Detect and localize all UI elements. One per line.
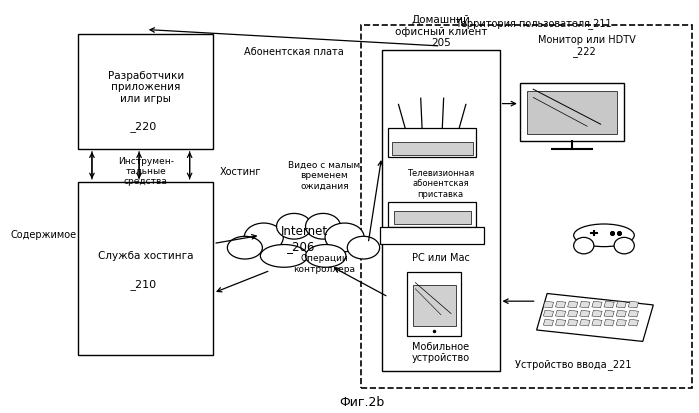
Bar <box>556 319 565 326</box>
Bar <box>391 142 473 155</box>
Bar <box>568 310 578 317</box>
Bar <box>628 319 638 326</box>
Text: Территория пользователя ̲211: Территория пользователя ̲211 <box>455 18 612 29</box>
Text: Монитор или HDTV
̲222: Монитор или HDTV ̲222 <box>538 35 636 57</box>
Text: Абонентская плата: Абонентская плата <box>244 47 344 57</box>
Text: Мобильное
устройство: Мобильное устройство <box>412 342 470 363</box>
Bar <box>616 310 626 317</box>
Ellipse shape <box>305 214 340 239</box>
Text: Инструмен-
тальные
средства: Инструмен- тальные средства <box>118 157 174 186</box>
Ellipse shape <box>244 223 283 252</box>
Bar <box>628 310 638 317</box>
Text: ̲220: ̲220 <box>135 121 157 132</box>
Bar <box>526 91 617 135</box>
Bar <box>389 202 476 227</box>
Bar <box>616 301 626 308</box>
Bar <box>412 285 456 326</box>
Bar <box>592 319 602 326</box>
Bar <box>394 211 470 224</box>
Bar <box>382 50 500 371</box>
Ellipse shape <box>325 223 364 252</box>
Bar <box>556 301 565 308</box>
Text: Операции
контроллера: Операции контроллера <box>294 254 355 274</box>
Text: ̲210: ̲210 <box>136 279 157 290</box>
Bar <box>616 319 626 326</box>
Ellipse shape <box>260 244 308 267</box>
Bar <box>556 310 565 317</box>
Text: Разработчики
приложения
или игры: Разработчики приложения или игры <box>108 71 184 104</box>
Ellipse shape <box>347 236 380 259</box>
Text: Хостинг: Хостинг <box>220 166 261 176</box>
Bar <box>579 310 590 317</box>
Bar <box>78 33 213 149</box>
Bar <box>543 310 554 317</box>
Bar <box>380 227 484 244</box>
Text: Internet
̲206: Internet ̲206 <box>280 225 328 254</box>
Text: Телевизионная
абонентская
приставка: Телевизионная абонентская приставка <box>407 169 474 199</box>
Bar <box>568 301 578 308</box>
Text: Содержимое: Содержимое <box>11 230 77 240</box>
Bar <box>604 310 614 317</box>
Text: Устройство ввода  ̲221: Устройство ввода ̲221 <box>515 360 632 370</box>
Text: Служба хостинга: Служба хостинга <box>98 251 194 261</box>
Ellipse shape <box>614 237 634 254</box>
Text: Фиг.2b: Фиг.2b <box>339 396 384 408</box>
Bar <box>543 319 554 326</box>
Bar <box>579 319 590 326</box>
Ellipse shape <box>574 237 594 254</box>
Bar <box>568 319 578 326</box>
Text: РС или Мас: РС или Мас <box>412 253 470 263</box>
Ellipse shape <box>574 224 634 247</box>
Bar <box>628 301 638 308</box>
Bar <box>592 310 602 317</box>
Bar <box>389 128 476 157</box>
Bar <box>520 83 624 141</box>
Ellipse shape <box>277 214 312 239</box>
Ellipse shape <box>227 236 262 259</box>
Ellipse shape <box>305 244 346 267</box>
Bar <box>604 301 614 308</box>
Bar <box>543 301 554 308</box>
Text: Домашний
офисный клиент
205: Домашний офисный клиент 205 <box>395 15 487 48</box>
Text: Видео с малым
временем
ожидания: Видео с малым временем ожидания <box>288 161 361 190</box>
Bar <box>537 294 654 342</box>
Bar <box>78 182 213 355</box>
Bar <box>604 319 614 326</box>
Bar <box>408 272 461 336</box>
Bar <box>361 25 691 388</box>
Bar <box>592 301 602 308</box>
Bar <box>579 301 590 308</box>
